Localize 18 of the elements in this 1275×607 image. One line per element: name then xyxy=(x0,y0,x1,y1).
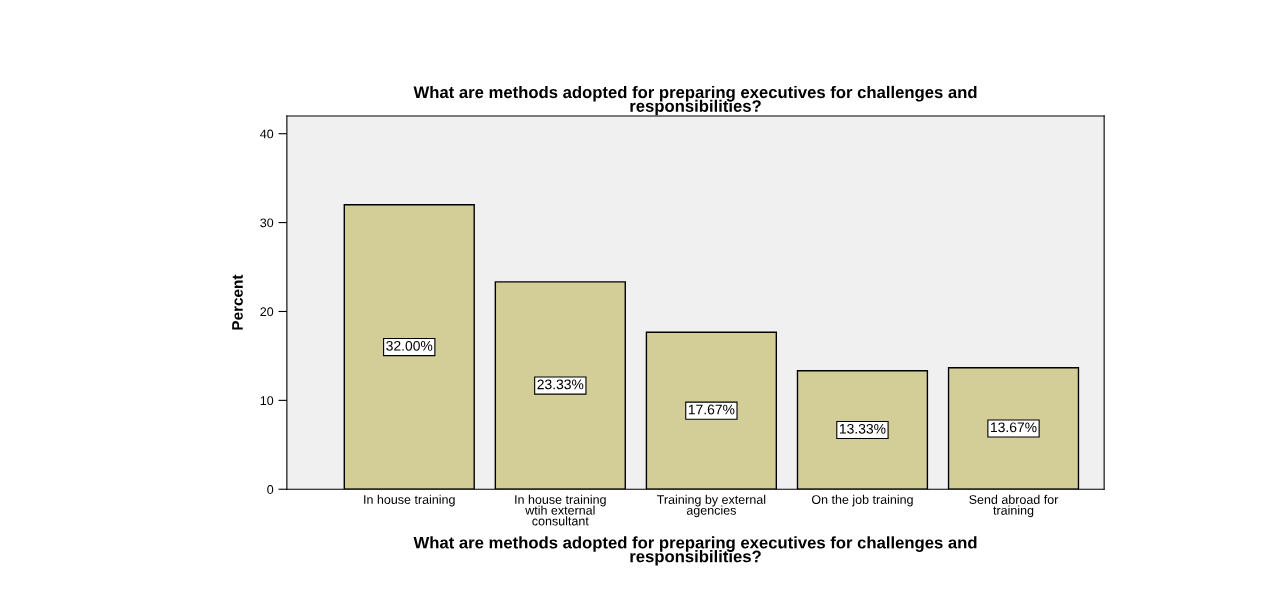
chart-title: What are methods adopted for preparing executives for challenges and responsibilities? xyxy=(413,85,977,116)
x-tick-label: Training by external agencies xyxy=(657,494,766,518)
data-label: 23.33% xyxy=(537,379,584,390)
x-tick-label: In house training xyxy=(364,494,455,507)
data-label: 13.67% xyxy=(991,422,1037,433)
x-tick-label: On the job training xyxy=(811,494,913,507)
y-tick-label: 20 xyxy=(260,307,274,317)
y-tick-label: 30 xyxy=(260,218,274,228)
y-tick-label: 40 xyxy=(260,129,274,139)
x-axis-title: What are methods adopted for preparing executives for challenges and responsibilities? xyxy=(413,536,977,566)
x-tick-label: Send abroad for training xyxy=(969,494,1059,518)
data-label: 32.00% xyxy=(386,340,433,351)
x-tick-label: In house training wtih external consultant xyxy=(515,494,606,526)
data-label: 17.67% xyxy=(688,404,735,415)
y-tick-label: 10 xyxy=(260,396,274,406)
data-label: 13.33% xyxy=(839,423,886,434)
y-axis-title: Percent xyxy=(232,274,243,330)
y-tick-label: 0 xyxy=(267,485,274,494)
